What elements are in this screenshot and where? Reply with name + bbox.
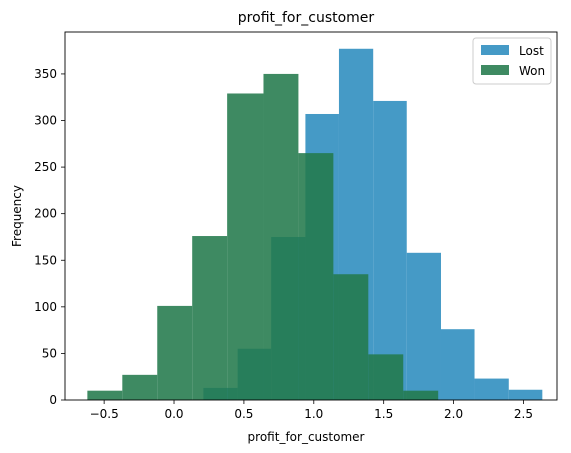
x-tick-label: −0.5 [90,407,119,421]
x-axis-label: profit_for_customer [248,430,365,444]
bar-won-8 [368,354,404,400]
y-tick-label: 300 [34,114,57,128]
bar-won-1 [122,374,158,400]
legend-swatch-lost [481,45,509,55]
bar-won-5 [263,73,299,401]
x-tick-label: 2.0 [444,407,463,421]
bar-lost-5 [373,100,407,400]
bar-won-7 [333,274,369,400]
bar-won-3 [192,236,228,400]
x-tick-label: 1.0 [304,407,323,421]
plot-frame [64,31,558,401]
x-tick-label: 0.5 [234,407,253,421]
series-won [87,73,439,401]
y-axis-label: Frequency [10,185,24,247]
bar-lost-7 [440,329,475,400]
y-tick-label: 50 [42,346,57,360]
y-tick-label: 100 [34,300,57,314]
bar-won-2 [157,305,193,400]
x-tick-label: 0.0 [164,407,183,421]
legend: Lost Won [472,37,552,85]
bar-won-4 [227,93,264,400]
chart-title: profit_for_customer [238,10,375,26]
y-tick-label: 0 [49,393,57,407]
legend-label-won: Won [519,64,545,78]
y-tick-label: 200 [34,207,57,221]
x-tick-label: 2.5 [514,407,533,421]
bar-lost-6 [406,252,441,400]
bar-lost-9 [508,389,543,400]
y-tick-label: 350 [34,67,57,81]
bar-won-9 [403,390,439,400]
bar-lost-8 [474,378,509,400]
bars-layer [87,48,543,401]
y-tick-label: 250 [34,160,57,174]
y-tick-label: 150 [34,253,57,267]
bar-won-6 [298,153,334,400]
x-tick-label: 1.5 [374,407,393,421]
bar-won-0 [87,390,123,400]
legend-label-lost: Lost [519,44,544,58]
legend-swatch-won [481,65,509,75]
axes: −0.5 0.0 0.5 1.0 1.5 2.0 2.5 0 50 100 150 200 250 300… [34,31,558,421]
